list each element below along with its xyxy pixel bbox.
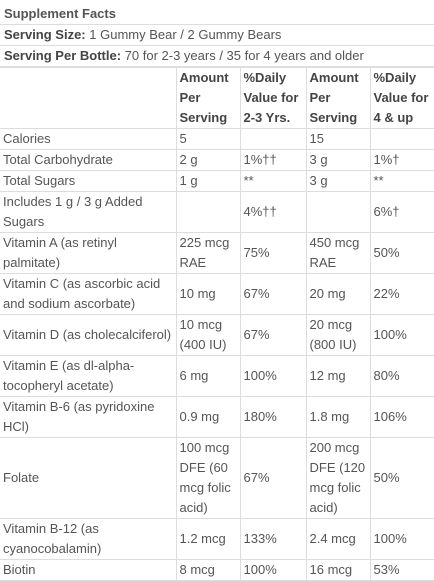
column-header: %Daily Value for 4 & up (369, 67, 434, 129)
cell: 0.9 mg (175, 396, 241, 438)
cell: 6 mg (175, 355, 241, 397)
cell: 15 (305, 128, 371, 150)
cell (239, 128, 307, 150)
cell: 3 g (305, 149, 371, 171)
nutrient-name: Vitamin A (as retinyl palmitate) (0, 232, 177, 274)
serving-per-bottle-label: Serving Per Bottle: (4, 48, 122, 63)
table-row: Includes 1 g / 3 g Added Sugars 4%†† 6%† (0, 191, 434, 233)
title: Supplement Facts (0, 0, 434, 25)
cell: 20 mcg (800 IU) (305, 314, 371, 356)
cell: 100% (239, 355, 307, 397)
cell: 10 mcg (400 IU) (175, 314, 241, 356)
cell: 80% (369, 355, 434, 397)
cell: 50% (369, 232, 434, 274)
column-header: Amount Per Serving (175, 67, 241, 129)
cell: 75% (239, 232, 307, 274)
header-row: Amount Per Serving %Daily Value for 2-3 Y… (0, 67, 434, 129)
nutrient-name: Biotin (0, 559, 177, 581)
serving-per-bottle-value: 70 for 2-3 years / 35 for 4 years and ol… (124, 48, 364, 63)
nutrient-name: Vitamin B-6 (as pyridoxine HCl) (0, 396, 177, 438)
cell: 1 g (175, 170, 241, 192)
cell: 67% (239, 437, 307, 519)
cell: 53% (369, 559, 434, 581)
table-row: Vitamin B-12 (as cyanocobalamin) 1.2 mcg 1… (0, 518, 434, 560)
cell: 133% (239, 518, 307, 560)
cell: 3 g (305, 170, 371, 192)
cell: 100% (239, 559, 307, 581)
cell (175, 191, 241, 233)
serving-per-bottle: Serving Per Bottle: 70 for 2-3 years / 3… (0, 46, 434, 67)
cell: 225 mcg RAE (175, 232, 241, 274)
cell (305, 191, 371, 233)
cell: ** (239, 170, 307, 192)
serving-size-label: Serving Size: (4, 27, 86, 42)
table-row: Calories 5 15 (0, 128, 434, 150)
cell: 200 mcg DFE (120 mcg folic acid) (305, 437, 371, 519)
cell: 2.4 mcg (305, 518, 371, 560)
cell: 180% (239, 396, 307, 438)
nutrient-name: Vitamin D (as cholecalciferol) (0, 314, 177, 356)
nutrient-name: Includes 1 g / 3 g Added Sugars (0, 191, 177, 233)
cell: 1.2 mcg (175, 518, 241, 560)
cell: 16 mcg (305, 559, 371, 581)
facts-table: Amount Per Serving %Daily Value for 2-3 Y… (0, 67, 434, 581)
header-cell (0, 67, 177, 129)
cell: 100% (369, 518, 434, 560)
nutrient-name: Vitamin C (as ascorbic acid and sodium a… (0, 273, 177, 315)
serving-size-value: 1 Gummy Bear / 2 Gummy Bears (89, 27, 282, 42)
nutrient-name: Calories (0, 128, 177, 150)
cell: 20 mg (305, 273, 371, 315)
table-row: Folate 100 mcg DFE (60 mcg folic acid) 67%… (0, 437, 434, 519)
cell: 1%†† (239, 149, 307, 171)
nutrient-name: Total Carbohydrate (0, 149, 177, 171)
cell: 8 mcg (175, 559, 241, 581)
nutrient-name: Folate (0, 437, 177, 519)
nutrient-name: Vitamin E (as dl-alpha-tocopheryl acetat… (0, 355, 177, 397)
cell: 67% (239, 314, 307, 356)
column-header: Amount Per Serving (305, 67, 371, 129)
cell: 12 mg (305, 355, 371, 397)
table-row: Vitamin A (as retinyl palmitate) 225 mcg … (0, 232, 434, 274)
table-row: Biotin 8 mcg 100% 16 mcg 53% (0, 559, 434, 581)
cell: 4%†† (239, 191, 307, 233)
cell: 1%† (369, 149, 434, 171)
cell: 50% (369, 437, 434, 519)
table-row: Vitamin D (as cholecalciferol) 10 mcg (40… (0, 314, 434, 356)
table-row: Total Sugars 1 g ** 3 g ** (0, 170, 434, 192)
table-row: Vitamin C (as ascorbic acid and sodium a… (0, 273, 434, 315)
table-row: Vitamin B-6 (as pyridoxine HCl) 0.9 mg 180… (0, 396, 434, 438)
cell: 1.8 mg (305, 396, 371, 438)
column-header: %Daily Value for 2-3 Yrs. (239, 67, 307, 129)
cell: 22% (369, 273, 434, 315)
cell: 6%† (369, 191, 434, 233)
cell: 100% (369, 314, 434, 356)
nutrient-name: Total Sugars (0, 170, 177, 192)
cell: 100 mcg DFE (60 mcg folic acid) (175, 437, 241, 519)
cell: 67% (239, 273, 307, 315)
cell: 10 mg (175, 273, 241, 315)
table-row: Total Carbohydrate 2 g 1%†† 3 g 1%† (0, 149, 434, 171)
nutrient-name: Vitamin B-12 (as cyanocobalamin) (0, 518, 177, 560)
cell: ** (369, 170, 434, 192)
serving-size: Serving Size: 1 Gummy Bear / 2 Gummy Bea… (0, 25, 434, 46)
cell (369, 128, 434, 150)
cell: 106% (369, 396, 434, 438)
cell: 2 g (175, 149, 241, 171)
cell: 5 (175, 128, 241, 150)
cell: 450 mcg RAE (305, 232, 371, 274)
table-row: Vitamin E (as dl-alpha-tocopheryl acetat… (0, 355, 434, 397)
